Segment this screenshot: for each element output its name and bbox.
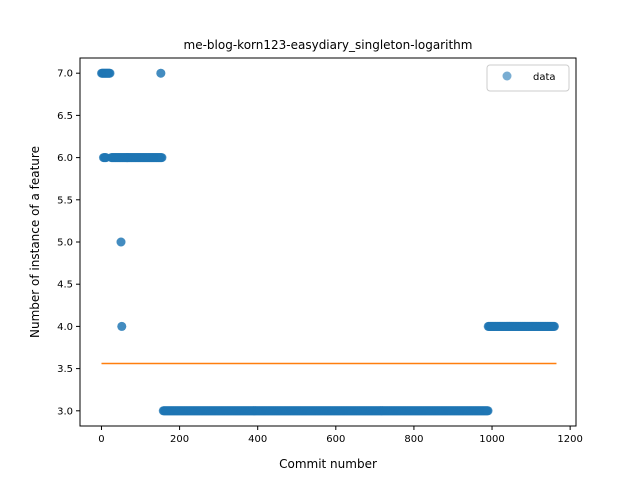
y-tick-label: 4.0 xyxy=(57,322,73,333)
plot-area xyxy=(80,58,576,426)
data-points xyxy=(96,68,560,416)
chart-title: me-blog-korn123-easydiary_singleton-loga… xyxy=(184,38,473,52)
x-tick-label: 800 xyxy=(404,434,423,445)
y-tick-label: 4.5 xyxy=(57,280,73,291)
x-tick-label: 600 xyxy=(326,434,345,445)
point-run xyxy=(156,68,166,78)
legend-label: data xyxy=(533,72,556,83)
data-point xyxy=(105,68,115,78)
y-tick-label: 7.0 xyxy=(57,69,73,80)
data-point xyxy=(117,321,127,331)
y-tick-label: 6.5 xyxy=(57,111,73,122)
data-point xyxy=(157,153,167,163)
y-axis: 3.0 3.5 4.0 4.5 5.0 5.5 6.0 6.5 7.0 xyxy=(57,69,80,417)
x-tick-label: 1000 xyxy=(479,434,504,445)
point-run xyxy=(117,321,127,331)
x-tick-label: 200 xyxy=(170,434,189,445)
legend-box xyxy=(486,64,570,92)
x-axis-label: Commit number xyxy=(279,457,377,471)
x-axis: 0 200 400 600 800 1000 1200 xyxy=(98,426,583,445)
data-point xyxy=(116,237,126,247)
y-tick-label: 6.0 xyxy=(57,153,73,164)
point-run xyxy=(106,153,167,163)
x-tick-label: 1200 xyxy=(557,434,582,445)
data-point xyxy=(550,321,560,331)
point-run xyxy=(158,406,493,416)
x-tick-label: 0 xyxy=(98,434,104,445)
x-tick-label: 400 xyxy=(248,434,267,445)
y-tick-label: 3.0 xyxy=(57,406,73,417)
point-run xyxy=(116,237,126,247)
data-point xyxy=(156,68,166,78)
y-tick-label: 5.5 xyxy=(57,195,73,206)
y-tick-label: 3.5 xyxy=(57,364,73,375)
point-run xyxy=(96,68,115,78)
data-point xyxy=(483,406,493,416)
legend: data xyxy=(486,64,570,92)
point-run xyxy=(483,321,560,331)
y-axis-label: Number of instance of a feature xyxy=(28,146,42,338)
legend-marker xyxy=(502,71,512,81)
y-tick-label: 5.0 xyxy=(57,238,73,249)
